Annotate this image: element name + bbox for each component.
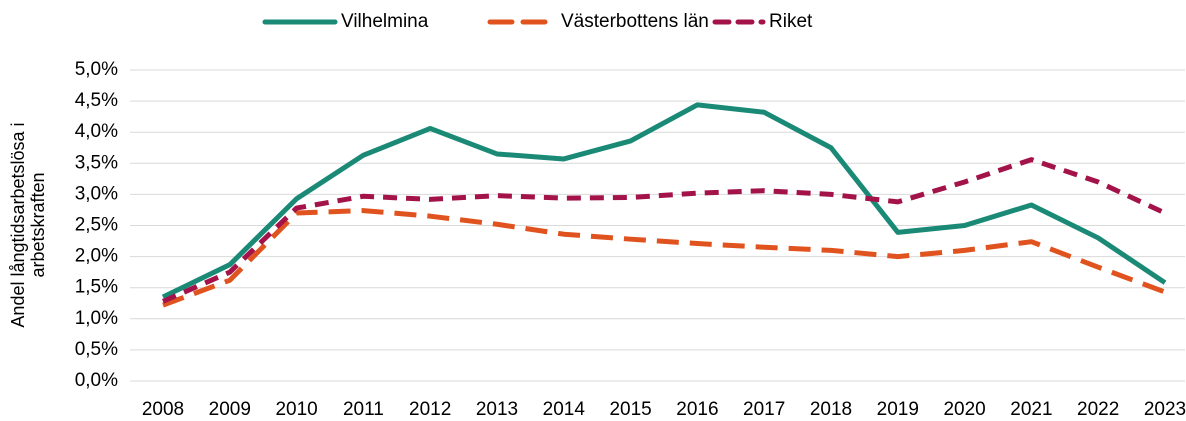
y-tick-label: 5,0% bbox=[75, 59, 118, 80]
series-line bbox=[161, 157, 1167, 304]
legend-label: Riket bbox=[769, 11, 813, 32]
y-tick-label: 2,0% bbox=[75, 246, 118, 267]
x-tick-label: 2015 bbox=[609, 399, 651, 420]
x-tick-label: 2016 bbox=[676, 399, 718, 420]
y-tick-label: 0,0% bbox=[75, 370, 118, 391]
x-tick-label: 2021 bbox=[1010, 399, 1052, 420]
legend-label: Västerbottens län bbox=[561, 11, 709, 32]
series-line bbox=[161, 102, 1167, 300]
x-tick-label: 2008 bbox=[142, 399, 184, 420]
x-tick-label: 2012 bbox=[409, 399, 451, 420]
x-tick-label: 2009 bbox=[209, 399, 251, 420]
x-tick-label: 2022 bbox=[1077, 399, 1119, 420]
legend-label: Vilhelmina bbox=[341, 11, 429, 32]
y-tick-label: 3,5% bbox=[75, 152, 118, 173]
x-tick-label: 2017 bbox=[743, 399, 785, 420]
x-tick-label: 2020 bbox=[943, 399, 985, 420]
y-tick-label: 1,5% bbox=[75, 277, 118, 298]
y-tick-label: 2,5% bbox=[75, 215, 118, 236]
x-tick-label: 2014 bbox=[543, 399, 586, 420]
y-tick-label: 3,0% bbox=[75, 183, 118, 204]
y-tick-label: 1,0% bbox=[75, 308, 118, 329]
y-tick-label: 4,5% bbox=[75, 90, 118, 111]
x-tick-label: 2013 bbox=[476, 399, 518, 420]
x-tick-label: 2010 bbox=[275, 399, 317, 420]
x-tick-label: 2011 bbox=[343, 399, 384, 420]
y-axis-label: Andel långtidsarbetslösa i arbetskraften bbox=[8, 122, 48, 328]
x-tick-label: 2019 bbox=[877, 399, 919, 420]
series-line bbox=[162, 208, 1166, 308]
x-tick-label: 2018 bbox=[810, 399, 852, 420]
x-tick-label: 2023 bbox=[1144, 399, 1186, 420]
y-tick-label: 4,0% bbox=[75, 121, 118, 142]
y-tick-label: 0,5% bbox=[75, 339, 118, 360]
